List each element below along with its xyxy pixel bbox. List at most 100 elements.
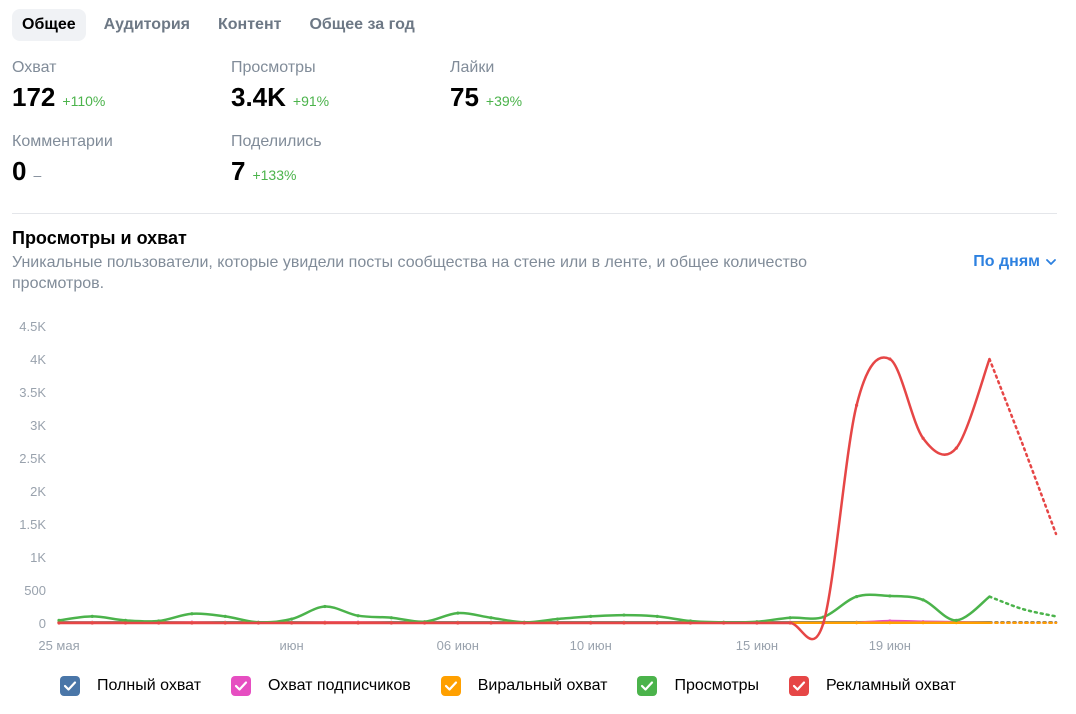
stat-comments: Комментарии 0 – [12,132,222,186]
data-point [821,621,825,625]
stat-views-delta: +91% [292,93,330,109]
data-point [57,621,61,625]
data-point [755,621,759,625]
stat-reach-delta: +110% [62,93,106,109]
stat-views-label: Просмотры [231,59,316,76]
stat-likes-label: Лайки [450,59,495,76]
y-tick-label: 1K [30,550,46,565]
data-point [323,621,327,625]
data-point [788,621,792,625]
stat-reach-value: 172 [12,82,56,112]
data-point [522,621,526,625]
y-tick-label: 4.5K [19,319,46,334]
data-point [921,598,925,602]
stat-shares-delta: +133% [252,167,297,183]
data-point [223,614,227,618]
stat-comments-value: 0 [12,156,27,186]
stat-reach: Охват 172 +110% [12,58,222,112]
data-point [90,614,94,618]
x-tick-label: 10 июн [570,638,612,653]
data-point [788,616,792,620]
data-point [123,621,128,625]
data-point [290,621,294,625]
data-point [57,618,61,622]
data-point [855,595,859,599]
data-point [223,621,227,625]
data-point [888,621,892,625]
data-point [555,617,560,621]
checkbox-checked-icon[interactable] [60,676,80,696]
data-point [855,403,859,407]
data-point [356,614,360,618]
data-point [489,616,493,620]
views-reach-chart: 0 500 1K 1.5K 2K 2.5K 3K 3.5K 4K 4.5K 25 мая июн 06 … [19,319,1058,653]
data-point [688,621,693,625]
legend-ad-reach[interactable]: Рекламный охват [789,676,956,696]
data-point [256,621,260,625]
legend-label: Полный охват [97,677,202,694]
data-point [555,621,560,625]
x-tick-label: июн [280,638,304,653]
legend-full-reach[interactable]: Полный охват [60,676,201,696]
y-tick-label: 500 [24,583,46,598]
data-point [456,621,460,625]
tab-year-overview[interactable]: Общее за год [309,16,415,33]
stat-comments-label: Комментарии [12,133,113,150]
data-point [722,621,726,625]
stat-likes-value: 75 [450,82,479,112]
checkbox-checked-icon[interactable] [789,676,810,696]
data-point [190,621,194,625]
checkbox-checked-icon[interactable] [440,676,461,696]
data-point [921,436,925,440]
stat-likes: Лайки 75 +39% [450,58,660,112]
checkbox-checked-icon[interactable] [231,676,252,696]
data-point [190,612,194,616]
stat-comments-delta: – [33,167,42,183]
data-point [422,621,427,625]
y-tick-label: 2.5K [19,451,46,466]
data-point [921,621,925,625]
stat-shares: Поделились 7 +133% [231,132,441,186]
x-tick-label: 06 июн [437,638,479,653]
legend-label: Охват подписчиков [268,677,411,694]
data-point [954,446,958,450]
series-line-forecast [988,357,1058,536]
period-dropdown[interactable]: По дням [973,253,1056,271]
data-point [290,617,294,621]
legend-label: Рекламный охват [826,677,956,694]
data-point [489,621,493,625]
section-divider [12,213,1057,214]
period-dropdown-label: По дням [973,253,1040,270]
legend-viral-reach[interactable]: Виральный охват [440,676,608,696]
data-point [622,621,626,625]
data-point [389,621,393,625]
tab-content[interactable]: Контент [218,16,282,33]
data-point [456,611,460,615]
data-point [389,616,393,620]
chevron-down-icon [1046,255,1056,269]
series-line-forecast [988,595,1058,618]
series-line [59,356,991,641]
stat-likes-delta: +39% [485,93,523,109]
data-point [954,621,958,625]
legend-views[interactable]: Просмотры [637,676,759,696]
chart-legend: Полный охват Охват подписчиков Виральный… [60,676,986,696]
data-point [888,357,892,361]
tab-audience[interactable]: Аудитория [103,16,191,33]
data-point [157,621,161,625]
data-point [90,621,94,625]
tab-bar: Общее Аудитория Контент Общее за год [12,8,433,42]
y-tick-label: 3.5K [19,385,46,400]
stat-views-value: 3.4K [231,82,286,112]
data-point [589,614,593,618]
stat-shares-value: 7 [231,156,246,186]
data-point [655,614,659,618]
legend-label: Виральный охват [477,677,608,694]
tab-general[interactable]: Общее [12,9,86,41]
data-point [589,621,593,625]
stat-reach-label: Охват [12,59,57,76]
checkbox-checked-icon[interactable] [637,676,658,696]
data-point [323,604,327,609]
legend-subscriber-reach[interactable]: Охват подписчиков [231,676,411,696]
data-point [855,621,859,625]
